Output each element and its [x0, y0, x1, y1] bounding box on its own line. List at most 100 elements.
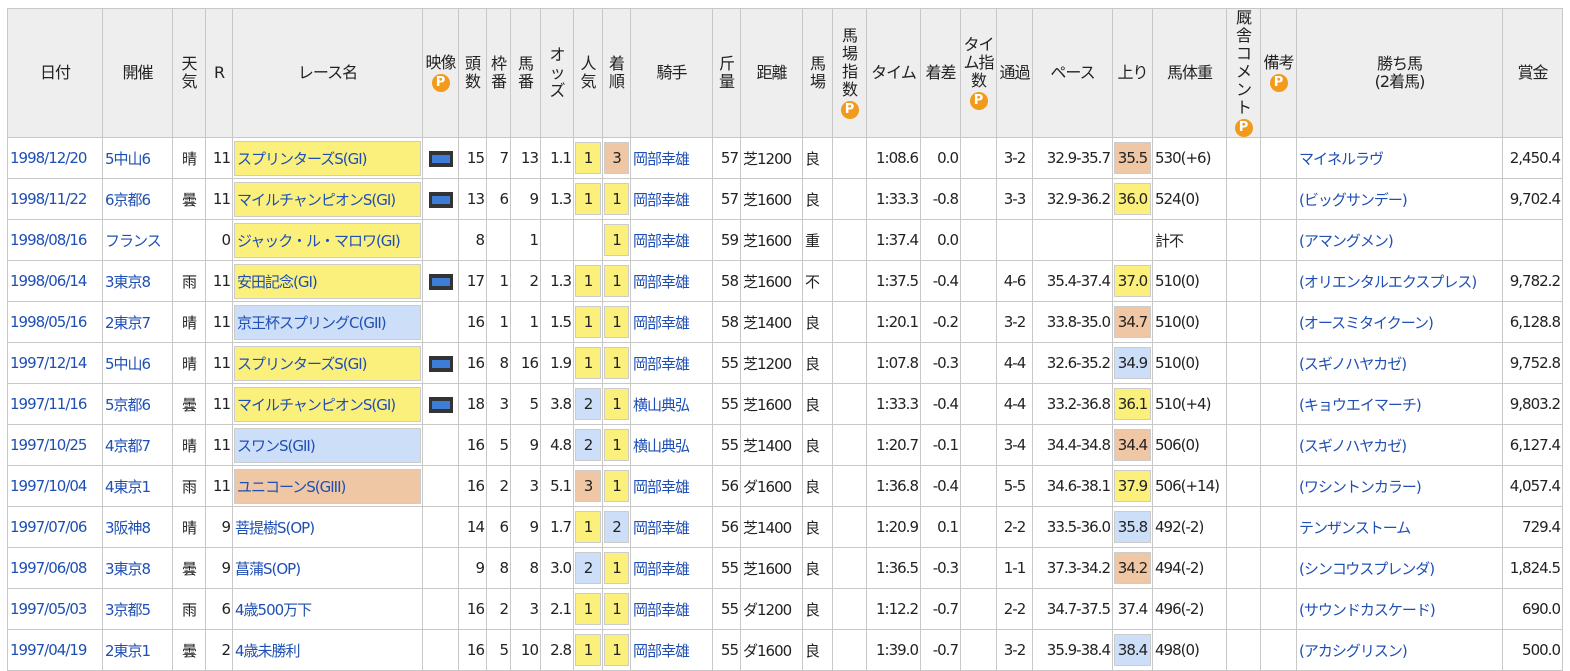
- link[interactable]: (オースミタイクーン): [1299, 313, 1434, 332]
- link[interactable]: 4歳500万下: [235, 600, 312, 619]
- link[interactable]: 安田記念(GI): [234, 263, 421, 299]
- link[interactable]: 京王杯スプリングC(GII): [234, 304, 421, 340]
- link[interactable]: 菖蒲S(OP): [235, 559, 301, 578]
- link[interactable]: 岡部幸雄: [633, 190, 690, 209]
- link[interactable]: 1997/10/04: [10, 477, 87, 495]
- video-icon[interactable]: [428, 191, 453, 208]
- link[interactable]: 3京都5: [105, 600, 151, 619]
- link[interactable]: 4歳未勝利: [235, 641, 301, 660]
- link[interactable]: (アカシグリスン): [1299, 641, 1408, 660]
- link[interactable]: 6京都6: [105, 190, 151, 209]
- cell: 不: [802, 260, 833, 302]
- link[interactable]: 1997/11/16: [10, 395, 87, 413]
- link[interactable]: (キョウエイマーチ): [1299, 395, 1422, 414]
- cell: 15: [458, 137, 487, 179]
- cell-text: 曇: [181, 641, 197, 660]
- cell-text: 4-6: [1003, 272, 1026, 290]
- link[interactable]: 岡部幸雄: [633, 313, 690, 332]
- link[interactable]: 1998/12/20: [10, 149, 87, 167]
- link[interactable]: 岡部幸雄: [633, 231, 690, 250]
- video-icon[interactable]: [428, 150, 453, 167]
- link[interactable]: ユニコーンS(GIII): [234, 468, 421, 504]
- link[interactable]: 岡部幸雄: [633, 477, 690, 496]
- link[interactable]: 1997/07/06: [10, 518, 87, 536]
- link[interactable]: (ワシントンカラー): [1299, 477, 1422, 496]
- link[interactable]: テンザンストーム: [1299, 518, 1411, 537]
- header-cell: タイム指数 P: [960, 8, 997, 138]
- link[interactable]: スワンS(GII): [234, 427, 421, 463]
- cell: [1226, 506, 1261, 548]
- header-label: 頭数: [464, 54, 481, 91]
- link[interactable]: 岡部幸雄: [633, 354, 690, 373]
- link[interactable]: 岡部幸雄: [633, 518, 690, 537]
- link[interactable]: (スギノハヤカゼ): [1299, 354, 1407, 373]
- link[interactable]: スプリンターズS(GI): [234, 140, 421, 176]
- cell-text: -0.3: [932, 354, 959, 372]
- cell-text: ダ1200: [743, 600, 792, 619]
- cell-text: 35.4-37.4: [1046, 272, 1111, 290]
- link[interactable]: 岡部幸雄: [633, 600, 690, 619]
- link[interactable]: (アマングメン): [1299, 231, 1394, 250]
- cell-text: 雨: [181, 600, 197, 619]
- link[interactable]: 菩提樹S(OP): [235, 518, 315, 537]
- link[interactable]: (オリエンタルエクスプレス): [1299, 272, 1477, 291]
- link[interactable]: (シンコウスプレンダ): [1299, 559, 1435, 578]
- cell-text: 9,782.2: [1509, 272, 1561, 290]
- link[interactable]: 3東京8: [105, 272, 151, 291]
- link[interactable]: 岡部幸雄: [633, 559, 690, 578]
- data-row: 1998/08/16 フランス 0 ジャック・ル・マロワ(GI) 8 1 1 岡部幸雄 59 芝1…: [7, 219, 1563, 261]
- video-icon[interactable]: [428, 396, 453, 413]
- link[interactable]: 5中山6: [105, 354, 151, 373]
- link[interactable]: 横山典弘: [633, 436, 690, 455]
- cell: 3: [510, 588, 541, 630]
- link[interactable]: フランス: [105, 231, 162, 250]
- link[interactable]: 岡部幸雄: [633, 641, 690, 660]
- link[interactable]: (スギノハヤカゼ): [1299, 436, 1407, 455]
- link[interactable]: 1998/05/16: [10, 313, 87, 331]
- p-icon[interactable]: P: [1269, 74, 1288, 92]
- cell-text: 1:33.3: [876, 395, 919, 413]
- link[interactable]: 5京都6: [105, 395, 151, 414]
- link[interactable]: 3阪神8: [105, 518, 151, 537]
- link[interactable]: 1997/05/03: [10, 600, 87, 618]
- cell-text: 5: [499, 436, 508, 454]
- link[interactable]: 1997/06/08: [10, 559, 87, 577]
- link[interactable]: ジャック・ル・マロワ(GI): [234, 222, 421, 258]
- link[interactable]: 岡部幸雄: [633, 149, 690, 168]
- link[interactable]: 5中山6: [105, 149, 151, 168]
- cell: 5中山6: [102, 137, 173, 179]
- cell: 18: [458, 383, 487, 425]
- link[interactable]: マイルチャンピオンS(GI): [234, 181, 421, 217]
- link[interactable]: 1997/12/14: [10, 354, 87, 372]
- cell: 晴: [172, 137, 206, 179]
- cell: 37.0: [1112, 260, 1153, 302]
- link[interactable]: スプリンターズS(GI): [234, 345, 421, 381]
- video-icon[interactable]: [428, 355, 453, 372]
- link[interactable]: マイルチャンピオンS(GI): [234, 386, 421, 422]
- link[interactable]: 1998/08/16: [10, 231, 87, 249]
- link[interactable]: 2東京7: [105, 313, 151, 332]
- link[interactable]: 4東京1: [105, 477, 151, 496]
- link[interactable]: 2東京1: [105, 641, 151, 660]
- link[interactable]: 1998/11/22: [10, 190, 87, 208]
- p-icon[interactable]: P: [431, 74, 450, 92]
- p-icon[interactable]: P: [1234, 119, 1253, 137]
- link[interactable]: 4京都7: [105, 436, 151, 455]
- link[interactable]: 3東京8: [105, 559, 151, 578]
- p-icon[interactable]: P: [840, 101, 859, 119]
- cell: 3-2: [996, 301, 1033, 343]
- link[interactable]: 岡部幸雄: [633, 272, 690, 291]
- link[interactable]: 横山典弘: [633, 395, 690, 414]
- link[interactable]: マイネルラヴ: [1299, 149, 1384, 168]
- link[interactable]: 1997/04/19: [10, 641, 87, 659]
- link[interactable]: (ビッグサンデー): [1299, 190, 1408, 209]
- p-icon[interactable]: P: [969, 92, 988, 110]
- link[interactable]: 1998/06/14: [10, 272, 87, 290]
- cell: 8: [510, 547, 541, 589]
- cell-text: 500.0: [1522, 641, 1561, 659]
- link[interactable]: (サウンドカスケード): [1299, 600, 1436, 619]
- link[interactable]: 1997/10/25: [10, 436, 87, 454]
- video-icon[interactable]: [428, 273, 453, 290]
- cell: 11: [205, 465, 233, 507]
- cell-text: 1: [575, 347, 601, 379]
